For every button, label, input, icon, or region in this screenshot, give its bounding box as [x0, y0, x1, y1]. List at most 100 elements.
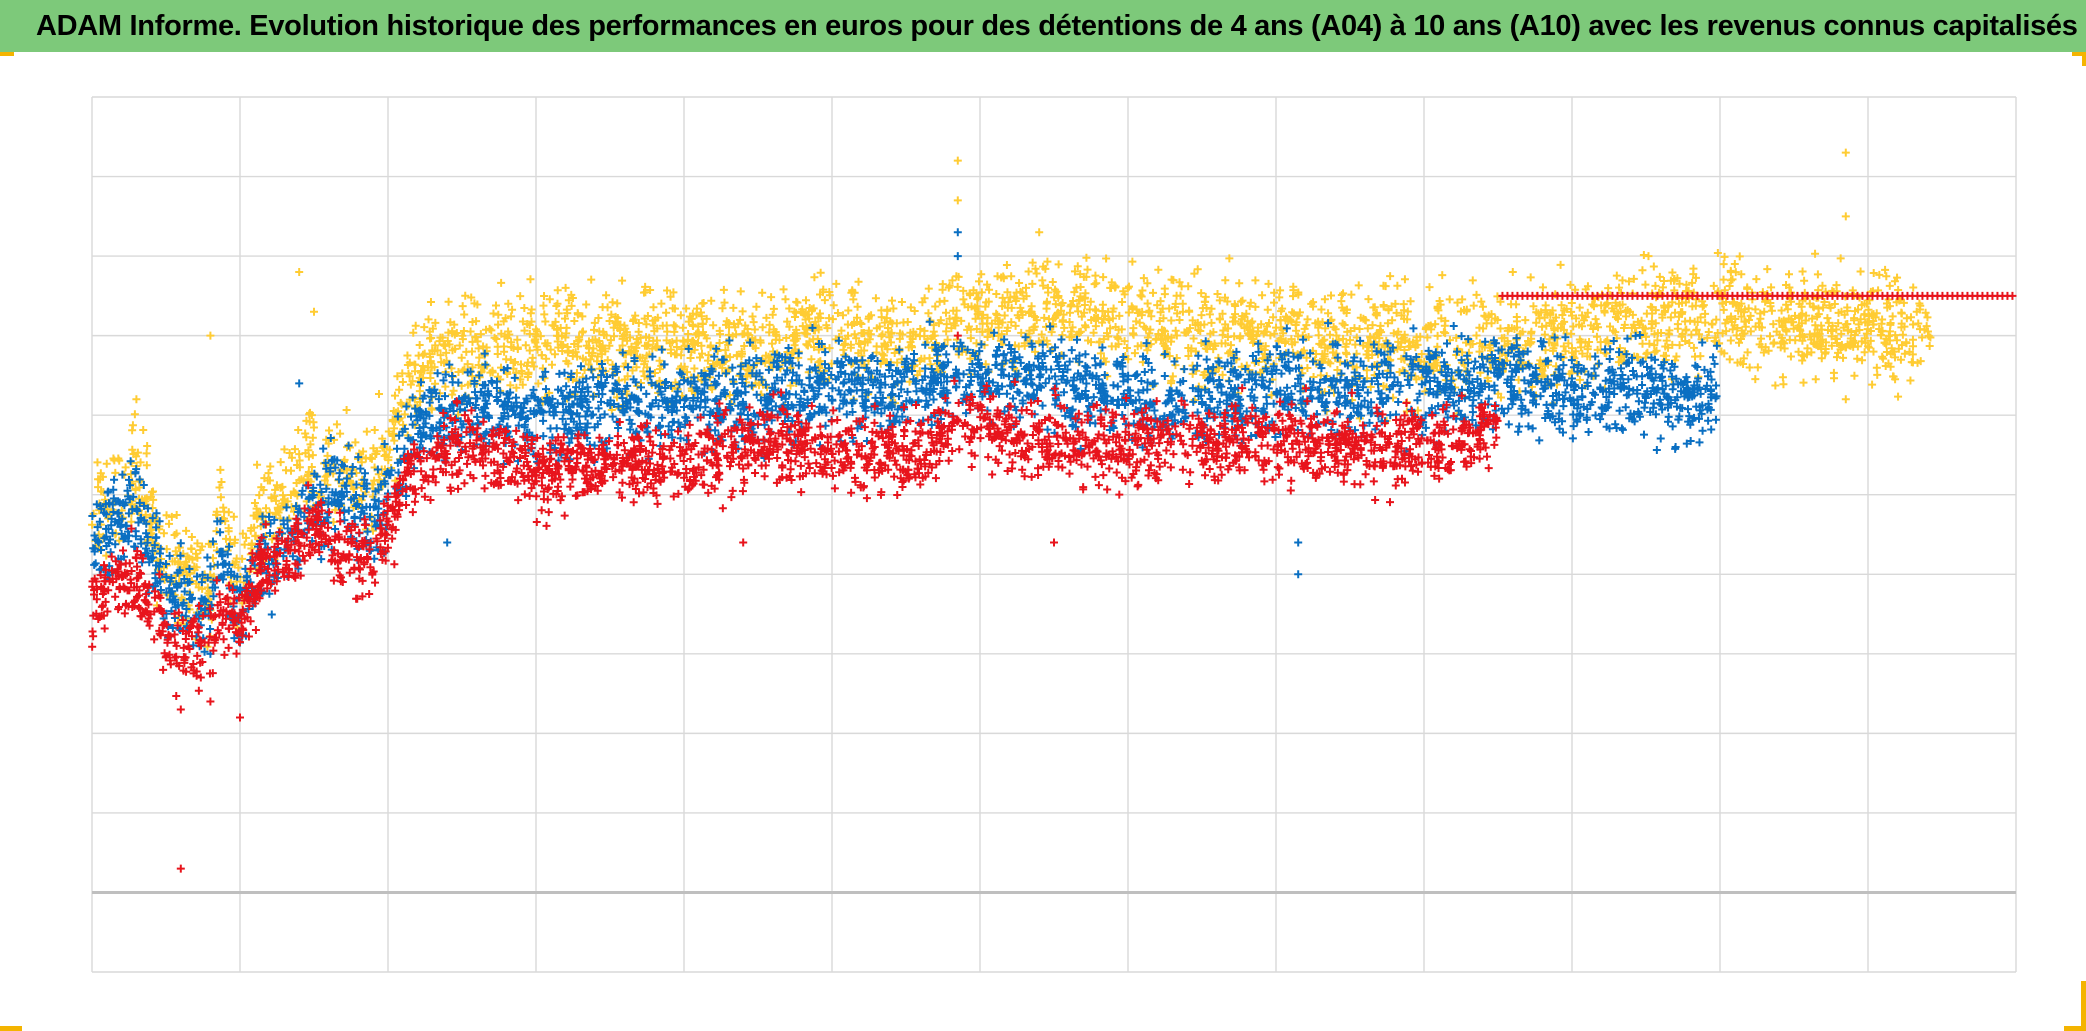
data-point — [1024, 267, 1033, 276]
data-point — [94, 530, 103, 539]
data-point — [1708, 320, 1717, 329]
data-point — [634, 327, 643, 336]
data-point — [663, 327, 672, 336]
data-point — [931, 302, 940, 311]
data-point — [1778, 373, 1787, 382]
data-point — [419, 373, 428, 382]
data-point — [467, 293, 476, 302]
data-point — [1856, 267, 1865, 276]
data-point — [1007, 272, 1016, 281]
data-point — [1615, 283, 1624, 292]
data-point — [255, 491, 264, 500]
data-point — [1894, 392, 1903, 401]
data-point — [719, 285, 728, 294]
data-point — [1167, 316, 1176, 325]
data-point — [475, 353, 484, 362]
data-point — [1058, 298, 1067, 307]
data-point — [1643, 348, 1652, 357]
data-point — [240, 540, 249, 549]
data-point — [1496, 393, 1505, 402]
data-point — [540, 310, 549, 319]
data-point — [1065, 317, 1074, 326]
data-point — [1051, 400, 1060, 409]
data-point — [975, 277, 984, 286]
data-point — [740, 341, 749, 350]
data-point — [426, 297, 435, 306]
data-point — [1691, 352, 1700, 361]
data-point — [1830, 300, 1839, 309]
data-point — [516, 292, 525, 301]
data-point — [1753, 363, 1762, 372]
data-point — [1235, 279, 1244, 288]
data-point — [1080, 301, 1089, 310]
data-point — [1682, 373, 1691, 382]
data-point — [562, 382, 571, 391]
data-point — [698, 299, 707, 308]
data-point — [1868, 380, 1877, 389]
data-point — [623, 372, 632, 381]
data-point — [1490, 381, 1499, 390]
data-point — [1207, 318, 1216, 327]
data-point — [1028, 258, 1037, 267]
data-point — [872, 342, 881, 351]
data-point — [992, 289, 1001, 298]
data-point — [583, 383, 592, 392]
data-point — [942, 320, 951, 329]
data-point — [1140, 367, 1149, 376]
data-point — [191, 549, 200, 558]
data-point — [608, 412, 617, 421]
data-point — [709, 321, 718, 330]
data-point — [384, 427, 393, 436]
data-point — [805, 373, 814, 382]
data-point — [1207, 304, 1216, 313]
data-point — [718, 363, 727, 372]
data-point — [1165, 304, 1174, 313]
data-point — [396, 398, 405, 407]
data-point — [1795, 313, 1804, 322]
data-point — [1399, 300, 1408, 309]
data-point — [1303, 315, 1312, 324]
data-point — [219, 503, 228, 512]
outlier-point — [1508, 268, 1517, 276]
corner-accent-top-right-vertical — [2082, 52, 2086, 66]
data-point — [1892, 336, 1901, 345]
data-point — [832, 279, 841, 288]
data-point — [765, 320, 774, 329]
data-point — [111, 468, 120, 477]
data-point — [1653, 329, 1662, 338]
data-point — [1433, 342, 1442, 351]
data-point — [1860, 348, 1869, 357]
data-point — [992, 309, 1001, 318]
data-point — [1042, 304, 1051, 313]
data-point — [1644, 252, 1653, 261]
data-point — [1083, 265, 1092, 274]
data-point — [187, 544, 196, 553]
data-point — [1122, 344, 1131, 353]
data-point — [1125, 282, 1134, 291]
data-point — [1002, 260, 1011, 269]
data-point — [395, 385, 404, 394]
data-point — [1898, 330, 1907, 339]
data-point — [1771, 381, 1780, 390]
data-point — [598, 303, 607, 312]
data-point — [1060, 323, 1069, 332]
data-point — [1480, 311, 1489, 320]
data-point — [1047, 365, 1056, 374]
data-point — [1641, 280, 1650, 289]
data-point — [216, 465, 225, 474]
data-point — [1712, 315, 1721, 324]
data-point — [285, 448, 294, 457]
data-point — [1767, 283, 1776, 292]
data-point — [1135, 318, 1144, 327]
data-point — [1099, 273, 1108, 282]
data-point — [1269, 313, 1278, 322]
data-point — [1048, 277, 1057, 286]
data-point — [1043, 257, 1052, 266]
data-point — [1704, 416, 1713, 425]
data-point — [400, 410, 409, 419]
data-point — [669, 288, 678, 297]
data-point — [1354, 281, 1363, 290]
data-point — [332, 420, 341, 429]
outlier-point — [1841, 212, 1850, 221]
data-point — [906, 332, 915, 341]
